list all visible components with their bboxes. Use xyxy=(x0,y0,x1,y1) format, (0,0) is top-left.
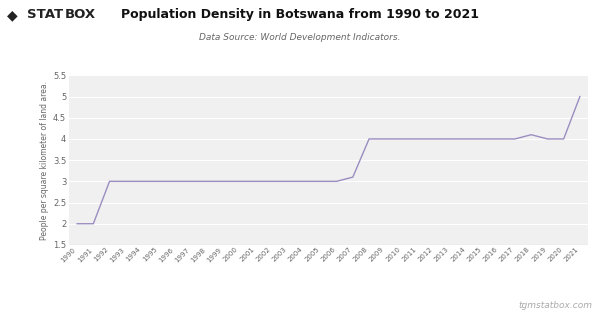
Text: ◆: ◆ xyxy=(7,8,18,22)
Y-axis label: People per square kilometer of land area.: People per square kilometer of land area… xyxy=(40,81,49,240)
Text: BOX: BOX xyxy=(65,8,96,21)
Text: Data Source: World Development Indicators.: Data Source: World Development Indicator… xyxy=(199,33,401,42)
Text: STAT: STAT xyxy=(27,8,63,21)
Text: tgmstatbox.com: tgmstatbox.com xyxy=(519,301,593,310)
Text: Population Density in Botswana from 1990 to 2021: Population Density in Botswana from 1990… xyxy=(121,8,479,21)
